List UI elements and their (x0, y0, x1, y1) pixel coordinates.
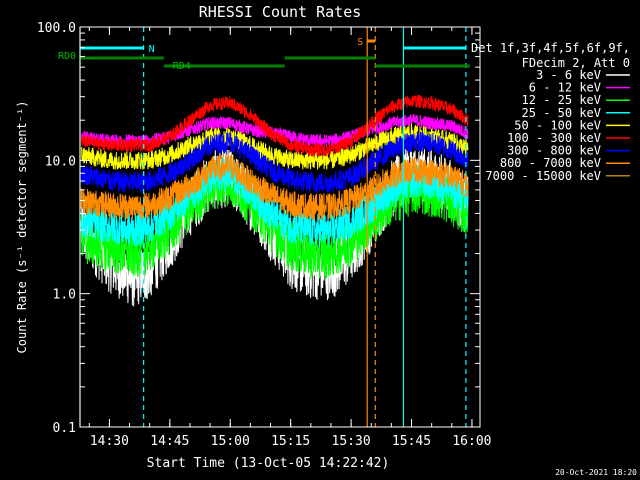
legend-label-1: 3 - 6 keV (536, 68, 601, 82)
bar-label-rd4: RD4 (173, 61, 191, 72)
x-tick-label-5: 15:30 (332, 434, 371, 449)
legend-label-9: 7000 - 15000 keV (485, 169, 601, 183)
x-tick-label-6: 15:45 (392, 434, 431, 449)
legend-label-2: 6 - 12 keV (529, 81, 601, 95)
x-tick-label-3: 15:00 (211, 434, 250, 449)
y-tick-label-2: 1.0 (53, 288, 76, 303)
x-axis-label: Start Time (13-Oct-05 14:22:42) (147, 456, 390, 471)
legend-label-8: 800 - 7000 keV (500, 156, 601, 170)
legend-label-7: 300 - 800 keV (507, 144, 601, 158)
bar-label-rd0: RD0 (58, 51, 76, 62)
bar-label-n: N (149, 44, 155, 55)
attenuator-layer: N RD0 RD4 S (58, 37, 470, 72)
bar-label-s: S (357, 37, 363, 48)
legend-header-1: Det 1f,3f,4f,5f,6f,9f, (471, 41, 630, 55)
footer-date: 20-Oct-2021 18:20 (555, 468, 637, 477)
x-tick-label-7: 16:00 (452, 434, 491, 449)
legend-label-4: 25 - 50 keV (522, 106, 601, 120)
axes-layer: 14:30 14:45 15:00 15:15 15:30 15:45 16:00 0.1 1.… (37, 21, 492, 449)
y-tick-label-3: 10.0 (45, 154, 76, 169)
chart-title: RHESSI Count Rates (199, 3, 362, 21)
y-tick-label-1: 0.1 (53, 421, 76, 436)
legend-label-5: 50 - 100 keV (514, 118, 601, 132)
plot-frame (79, 26, 481, 428)
x-tick-label-1: 14:30 (90, 434, 129, 449)
x-tick-label-4: 15:15 (271, 434, 310, 449)
x-tick-label-2: 14:45 (150, 434, 189, 449)
y-tick-label-4: 100.0 (37, 21, 76, 36)
legend-label-6: 100 - 300 keV (507, 131, 601, 145)
legend: Det 1f,3f,4f,5f,6f,9f,FDecim 2, Att 03 -… (471, 41, 630, 183)
legend-label-3: 12 - 25 keV (522, 93, 601, 107)
legend-header-2: FDecim 2, Att 0 (522, 56, 630, 70)
y-axis-label: Count Rate (s⁻¹ detector segment⁻¹) (15, 101, 29, 354)
